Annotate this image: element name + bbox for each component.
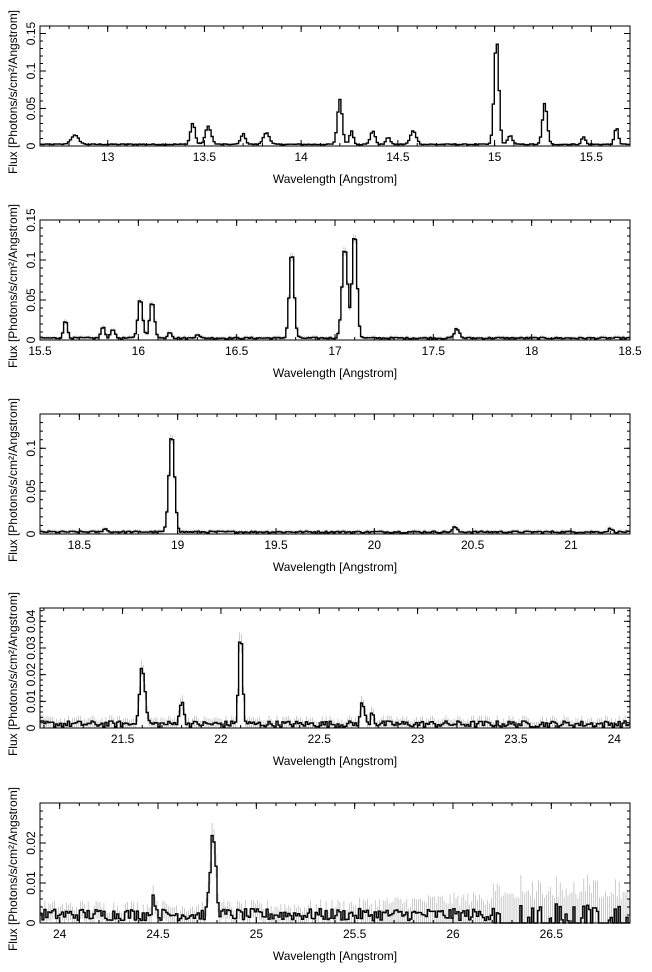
- x-axis-label: Wavelength [Angstrom]: [273, 366, 397, 380]
- plot-frame: [39, 219, 631, 341]
- x-axis-label: Wavelength [Angstrom]: [273, 172, 397, 186]
- x-tick-label: 26: [446, 927, 460, 941]
- y-tick-label: 0.05: [24, 288, 38, 312]
- y-tick-label: 0.02: [24, 831, 38, 855]
- chart-panel-2: 15.5 16 16.5 17 17.5 18 18.5 0 0.05 0.1 0.15 Wavele…: [6, 204, 642, 380]
- x-tick-label: 13.5: [193, 150, 217, 164]
- spectrum-series: [40, 834, 630, 924]
- x-tick-label: 14: [294, 150, 308, 164]
- error-bars: [40, 234, 630, 340]
- x-axis-label: Wavelength [Angstrom]: [273, 754, 397, 768]
- y-tick-label: 0.01: [24, 689, 38, 713]
- x-tick-label: 19.5: [264, 538, 288, 552]
- x-tick-label: 20: [368, 538, 382, 552]
- y-tick-label: 0.04: [24, 609, 38, 633]
- y-tick-label: 0.05: [24, 479, 38, 503]
- y-tick-label: 0: [24, 919, 38, 926]
- error-bars: [40, 822, 630, 923]
- y-tick-label: 0.01: [24, 871, 38, 895]
- x-tick-label: 19: [171, 538, 185, 552]
- x-tick-label: 22: [214, 732, 228, 746]
- plot-frame: [39, 802, 631, 924]
- x-tick-label: 26.5: [540, 927, 564, 941]
- x-tick-label: 17.5: [422, 344, 446, 358]
- spectrum-series: [40, 641, 630, 728]
- y-tick-label: 0.15: [24, 21, 38, 45]
- chart-panel-4: 21.5 22 22.5 23 23.5 24 0 0.01 0.02 0.03 0.04 Wavel…: [6, 592, 631, 768]
- x-tick-label: 22.5: [308, 732, 332, 746]
- x-tick-label: 21: [564, 538, 578, 552]
- x-tick-label: 17: [328, 344, 342, 358]
- spectrum-series: [40, 238, 630, 340]
- y-tick-label: 0: [24, 724, 38, 731]
- x-tick-label: 24: [53, 927, 67, 941]
- x-tick-label: 25.5: [343, 927, 367, 941]
- plot-frame: [39, 607, 631, 729]
- x-tick-label: 14.5: [386, 150, 410, 164]
- y-tick-label: 0.05: [24, 96, 38, 120]
- y-tick-label: 0: [24, 336, 38, 343]
- spectrum-series: [40, 438, 630, 534]
- y-tick-label: 0.1: [24, 440, 38, 457]
- y-tick-label: 0: [24, 530, 38, 537]
- x-tick-label: 24: [608, 732, 622, 746]
- error-bars: [40, 632, 630, 728]
- y-tick-label: 0.02: [24, 663, 38, 687]
- x-tick-label: 15.5: [580, 150, 604, 164]
- x-tick-label: 25: [250, 927, 264, 941]
- y-tick-label: 0.03: [24, 636, 38, 660]
- chart-panel-5: 24 24.5 25 25.5 26 26.5 0 0.01 0.02 Wavelength [A…: [6, 787, 631, 963]
- x-tick-label: 20.5: [461, 538, 485, 552]
- x-tick-label: 24.5: [146, 927, 170, 941]
- x-tick-label: 18.5: [68, 538, 92, 552]
- x-tick-label: 23.5: [504, 732, 528, 746]
- error-bars: [40, 434, 630, 534]
- y-tick-label: 0.15: [24, 208, 38, 232]
- x-tick-label: 13: [101, 150, 115, 164]
- y-axis-label: Flux [Photons/s/cm²/Angstrom]: [6, 787, 20, 951]
- y-axis-label: Flux [Photons/s/cm²/Angstrom]: [6, 592, 20, 756]
- x-tick-label: 18.5: [618, 344, 642, 358]
- y-axis-label: Flux [Photons/s/cm²/Angstrom]: [6, 398, 20, 562]
- x-tick-label: 18: [525, 344, 539, 358]
- y-tick-label: 0.1: [24, 62, 38, 79]
- x-tick-label: 23: [411, 732, 425, 746]
- x-tick-label: 21.5: [111, 732, 135, 746]
- x-tick-label: 15.5: [28, 344, 52, 358]
- y-tick-label: 0.1: [24, 251, 38, 268]
- chart-panel-3: 18.5 19 19.5 20 20.5 21 0 0.05 0.1 Wavelength [An…: [6, 398, 631, 574]
- y-axis-label: Flux [Photons/s/cm²/Angstrom]: [6, 204, 20, 368]
- plot-frame: [39, 413, 631, 535]
- x-tick-label: 16: [132, 344, 146, 358]
- y-tick-label: 0: [24, 142, 38, 149]
- chart-panel-1: 13 13.5 14 14.5 15 15.5 0 0.05 0.1 0.15 Wavelength…: [6, 10, 631, 186]
- x-axis-label: Wavelength [Angstrom]: [273, 949, 397, 963]
- x-tick-label: 15: [488, 150, 502, 164]
- x-axis-label: Wavelength [Angstrom]: [273, 560, 397, 574]
- x-tick-label: 16.5: [225, 344, 249, 358]
- spectrum-series: [40, 43, 630, 146]
- y-axis-label: Flux [Photons/s/cm²/Angstrom]: [6, 10, 20, 174]
